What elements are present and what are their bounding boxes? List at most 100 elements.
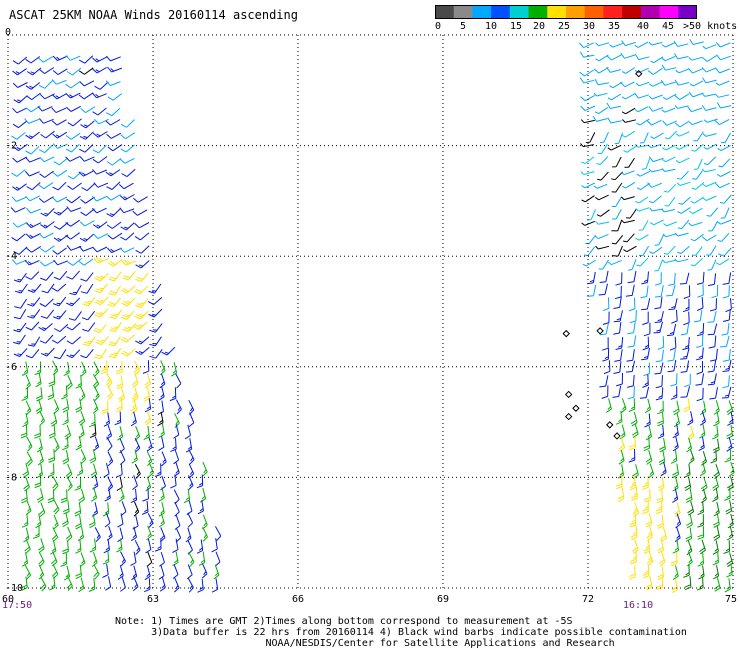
- wind-barb: [635, 234, 649, 241]
- wind-barb: [643, 322, 651, 337]
- wind-barb: [62, 500, 70, 515]
- wind-barb: [38, 538, 45, 553]
- wind-barb: [92, 144, 107, 154]
- color-bar-label: 15: [510, 21, 523, 32]
- wind-barb: [635, 207, 650, 212]
- wind-barb: [135, 347, 150, 355]
- wind-barb: [66, 206, 82, 212]
- wind-barb: [713, 577, 721, 592]
- wind-barb: [161, 451, 167, 467]
- wind-barb: [37, 106, 53, 112]
- wind-barb: [713, 501, 720, 517]
- wind-barb: [130, 399, 138, 414]
- wind-barb: [135, 336, 150, 345]
- wind-barb: [614, 132, 624, 145]
- wind-barb: [109, 321, 122, 332]
- wind-barb: [187, 539, 193, 555]
- wind-barb: [38, 182, 54, 190]
- wind-barb: [627, 335, 637, 348]
- wind-barb: [672, 423, 679, 439]
- wind-barb: [116, 360, 123, 375]
- wind-barb: [601, 385, 609, 399]
- wind-barb: [701, 234, 717, 242]
- wind-barb: [690, 233, 704, 242]
- wind-barb: [599, 270, 609, 283]
- wind-barb: [627, 386, 635, 400]
- wind-barb: [116, 398, 123, 413]
- island-outline: [635, 70, 643, 78]
- wind-barb: [61, 512, 69, 528]
- wind-barb: [25, 500, 32, 516]
- wind-barb: [664, 196, 676, 207]
- wind-barb: [202, 461, 208, 477]
- wind-barb: [40, 576, 47, 592]
- wind-barb: [201, 563, 208, 579]
- color-bar-segment: [622, 5, 642, 19]
- wind-barb: [721, 386, 732, 399]
- wind-barb: [52, 169, 68, 177]
- wind-barb: [120, 232, 135, 241]
- wind-barb: [717, 232, 730, 242]
- wind-barb: [88, 577, 96, 592]
- wind-barb: [661, 107, 676, 113]
- wind-barb: [81, 310, 96, 321]
- wind-barb: [107, 259, 123, 267]
- wind-barb: [38, 323, 53, 332]
- wind-barb: [13, 246, 28, 255]
- wind-barb: [653, 321, 663, 334]
- wind-barb: [25, 56, 41, 64]
- wind-barb: [615, 410, 623, 425]
- wind-barb: [214, 551, 221, 567]
- wind-barb: [712, 551, 719, 566]
- wind-barb: [682, 337, 690, 351]
- wind-barb: [697, 526, 705, 540]
- wind-barb: [25, 233, 41, 239]
- wind-barb: [673, 40, 689, 47]
- color-bar-segment: [528, 5, 548, 19]
- wind-barb: [26, 67, 42, 76]
- wind-barb: [654, 311, 664, 323]
- wind-barb: [655, 349, 664, 363]
- wind-barb: [117, 565, 124, 580]
- wind-barb: [134, 222, 150, 229]
- wind-barb: [12, 107, 28, 114]
- wind-barb: [14, 283, 28, 294]
- wind-barb: [657, 412, 664, 427]
- wind-barb: [159, 576, 166, 592]
- wind-barb: [106, 132, 122, 139]
- wind-barb: [35, 399, 43, 415]
- latitude-tick-label: -8: [5, 472, 17, 483]
- wind-barb: [120, 551, 126, 567]
- wind-barb: [92, 107, 107, 116]
- wind-barb: [27, 336, 41, 347]
- wind-barb: [53, 310, 67, 320]
- wind-barb: [593, 183, 608, 189]
- wind-barb: [117, 426, 124, 441]
- wind-barb: [580, 94, 595, 102]
- wind-barb: [630, 550, 637, 565]
- wind-barb: [713, 412, 720, 427]
- wind-barb: [21, 387, 29, 401]
- wind-barb: [79, 220, 95, 227]
- wind-barb: [611, 182, 623, 193]
- wind-barb: [676, 181, 691, 186]
- wind-barb: [25, 156, 41, 163]
- wind-barb: [214, 526, 222, 542]
- wind-barb: [75, 374, 82, 389]
- wind-barb: [581, 195, 595, 203]
- wind-barb: [79, 80, 95, 87]
- wind-barb: [144, 565, 151, 581]
- wind-barb: [120, 144, 135, 153]
- wind-barb: [715, 258, 730, 266]
- wind-barb: [715, 182, 730, 189]
- wind-barb: [118, 182, 134, 190]
- wind-barb: [52, 247, 67, 255]
- wind-barb: [92, 169, 107, 175]
- wind-barb: [717, 219, 732, 225]
- wind-barb: [642, 374, 649, 388]
- wind-barb: [694, 309, 703, 323]
- wind-barb: [134, 285, 149, 295]
- wind-barb: [620, 52, 636, 59]
- wind-barb: [660, 527, 668, 542]
- wind-barb: [716, 171, 731, 177]
